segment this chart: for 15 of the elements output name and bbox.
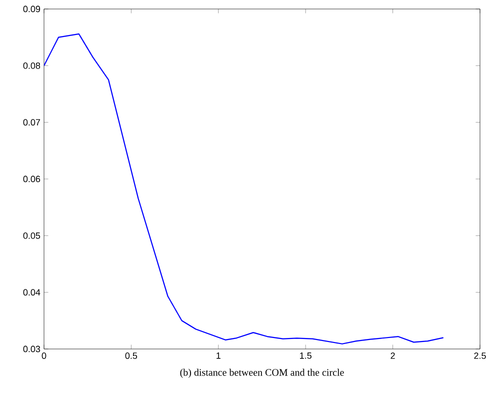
y-tick-label: 0.05: [23, 232, 40, 239]
y-tick-label: 0.07: [23, 119, 40, 126]
x-tick-label: 0: [42, 352, 46, 359]
y-tick-label: 0.04: [23, 289, 40, 296]
x-tick-label: 2.5: [474, 352, 486, 359]
y-tick-label: 0.06: [23, 176, 40, 182]
x-tick-label: 1.5: [300, 352, 312, 359]
x-tick-label: 2: [390, 352, 395, 359]
y-tick-label: 0.09: [23, 6, 40, 12]
x-tick-label: 0.5: [125, 352, 138, 359]
x-axis-title: (b) distance between COM and the circle: [180, 368, 344, 378]
line-series: [44, 33, 444, 344]
y-tick-label: 0.03: [23, 346, 40, 352]
x-tick-label: 1: [216, 352, 220, 359]
y-tick-label: 0.08: [23, 62, 40, 69]
